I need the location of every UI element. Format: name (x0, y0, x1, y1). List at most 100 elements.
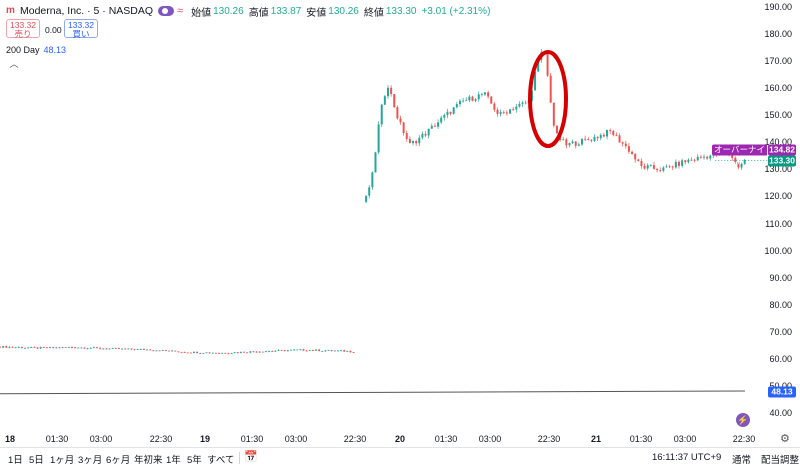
candle-body (2, 346, 5, 348)
candle-body (221, 352, 224, 354)
candle-body (371, 172, 374, 188)
candle-body (415, 141, 418, 144)
spread-value: 0.00 (45, 25, 62, 35)
clock-time[interactable]: 16:11:37 UTC+9 (652, 452, 722, 463)
candle-body (258, 351, 261, 353)
candle-body (136, 349, 139, 350)
price-axis[interactable]: 190.00 180.00 170.00 160.00 150.00 140.00 130.… (745, 0, 800, 430)
candle-body (405, 133, 408, 139)
range-button[interactable]: 年初来 (134, 455, 163, 466)
candle-body (618, 135, 621, 143)
candle-body (311, 350, 314, 352)
range-button[interactable]: 1ヶ月 (50, 455, 75, 466)
candle-body (571, 141, 574, 144)
sell-label: 売り (14, 29, 32, 39)
candle-body (155, 350, 158, 352)
candle-body (681, 160, 684, 166)
candle-body (734, 157, 737, 163)
candle-body (243, 351, 246, 353)
range-button[interactable]: 1日 (8, 455, 23, 466)
candle-body (465, 100, 468, 102)
settings-gear-icon[interactable]: ⚙ (780, 433, 790, 445)
candle-body (289, 349, 292, 351)
price-tick-label: 110.00 (765, 218, 792, 229)
candle-body (42, 347, 45, 348)
candle-body (562, 139, 565, 141)
candle-body (36, 347, 39, 349)
candle-body (393, 94, 396, 108)
price-tick-label: 160.00 (764, 83, 792, 94)
price-tick-label: 80.00 (769, 299, 792, 310)
candle-body (105, 348, 108, 350)
candle-body (537, 59, 540, 72)
range-button[interactable]: 1年 (166, 455, 181, 466)
lightning-icon[interactable]: ⚡ (736, 413, 750, 427)
time-tick-label: 01:30 (434, 434, 458, 444)
candle-body (246, 352, 249, 354)
candle-body (149, 349, 152, 351)
symbol-title[interactable]: Moderna, Inc. · 5 · NASDAQ (20, 5, 154, 17)
candle-body (421, 133, 424, 138)
candle-body (164, 350, 167, 351)
range-button[interactable]: 6ヶ月 (106, 455, 131, 466)
candle-body (596, 136, 599, 139)
candle-body (462, 100, 465, 102)
candle-body (214, 352, 217, 354)
low-label: 安値 (306, 7, 327, 19)
candle-body (452, 107, 455, 114)
candle-body (352, 352, 355, 354)
price-tick-label: 190.00 (764, 2, 792, 12)
collapse-legend-icon[interactable]: ︿ (9, 59, 19, 69)
date-range-calendar-icon[interactable]: 📅 (244, 451, 258, 463)
candle-body (368, 187, 371, 196)
candle-body (474, 99, 477, 101)
candle-body (208, 352, 211, 354)
candle-body (280, 349, 283, 351)
candle-body (286, 350, 289, 352)
candle-body (437, 122, 440, 127)
session-toggle[interactable]: 通常 (732, 455, 752, 466)
time-tick-label: 03:00 (284, 434, 308, 444)
buy-button[interactable]: 133.32 買い (64, 19, 98, 39)
toolbar-divider (0, 447, 800, 448)
candle-body (386, 87, 389, 97)
candle-body (427, 128, 430, 136)
sell-button[interactable]: 133.32 売り (6, 19, 40, 39)
candle-body (458, 100, 461, 105)
range-button[interactable]: すべて (207, 455, 235, 466)
candle-body (455, 104, 458, 108)
candle-body (183, 352, 186, 353)
candle-body (587, 139, 590, 140)
time-tick-label: 01:30 (240, 434, 264, 444)
candle-body (167, 350, 170, 352)
candle-body (399, 118, 402, 123)
candle-body (161, 350, 164, 351)
adjust-toggle[interactable]: 配当調整 (761, 455, 800, 466)
range-button[interactable]: 5日 (29, 455, 44, 466)
candle-body (349, 351, 352, 353)
candle-body (590, 139, 593, 141)
candle-body (646, 165, 649, 169)
compare-wave-icon[interactable]: ≈ (177, 5, 184, 17)
candle-body (318, 349, 321, 352)
high-label: 高値 (248, 7, 269, 19)
candle-body (412, 141, 415, 144)
candle-body (302, 349, 305, 351)
candle-body (39, 347, 42, 349)
candle-body (308, 350, 311, 352)
candle-body (315, 349, 318, 351)
candle-body (509, 109, 512, 114)
candle-body (24, 347, 27, 349)
price-tick-label: 120.00 (764, 191, 792, 202)
candle-body (652, 165, 655, 169)
market-status-icon[interactable] (158, 6, 175, 16)
candle-body (330, 349, 333, 351)
candle-body (502, 112, 505, 113)
range-button[interactable]: 3ヶ月 (78, 455, 103, 466)
range-button[interactable]: 5年 (187, 455, 202, 466)
price-tick-label: 70.00 (769, 326, 792, 337)
candle-body (127, 348, 130, 350)
candle-body (446, 111, 449, 116)
indicator-legend[interactable]: 200 Day 48.13 (6, 45, 66, 55)
